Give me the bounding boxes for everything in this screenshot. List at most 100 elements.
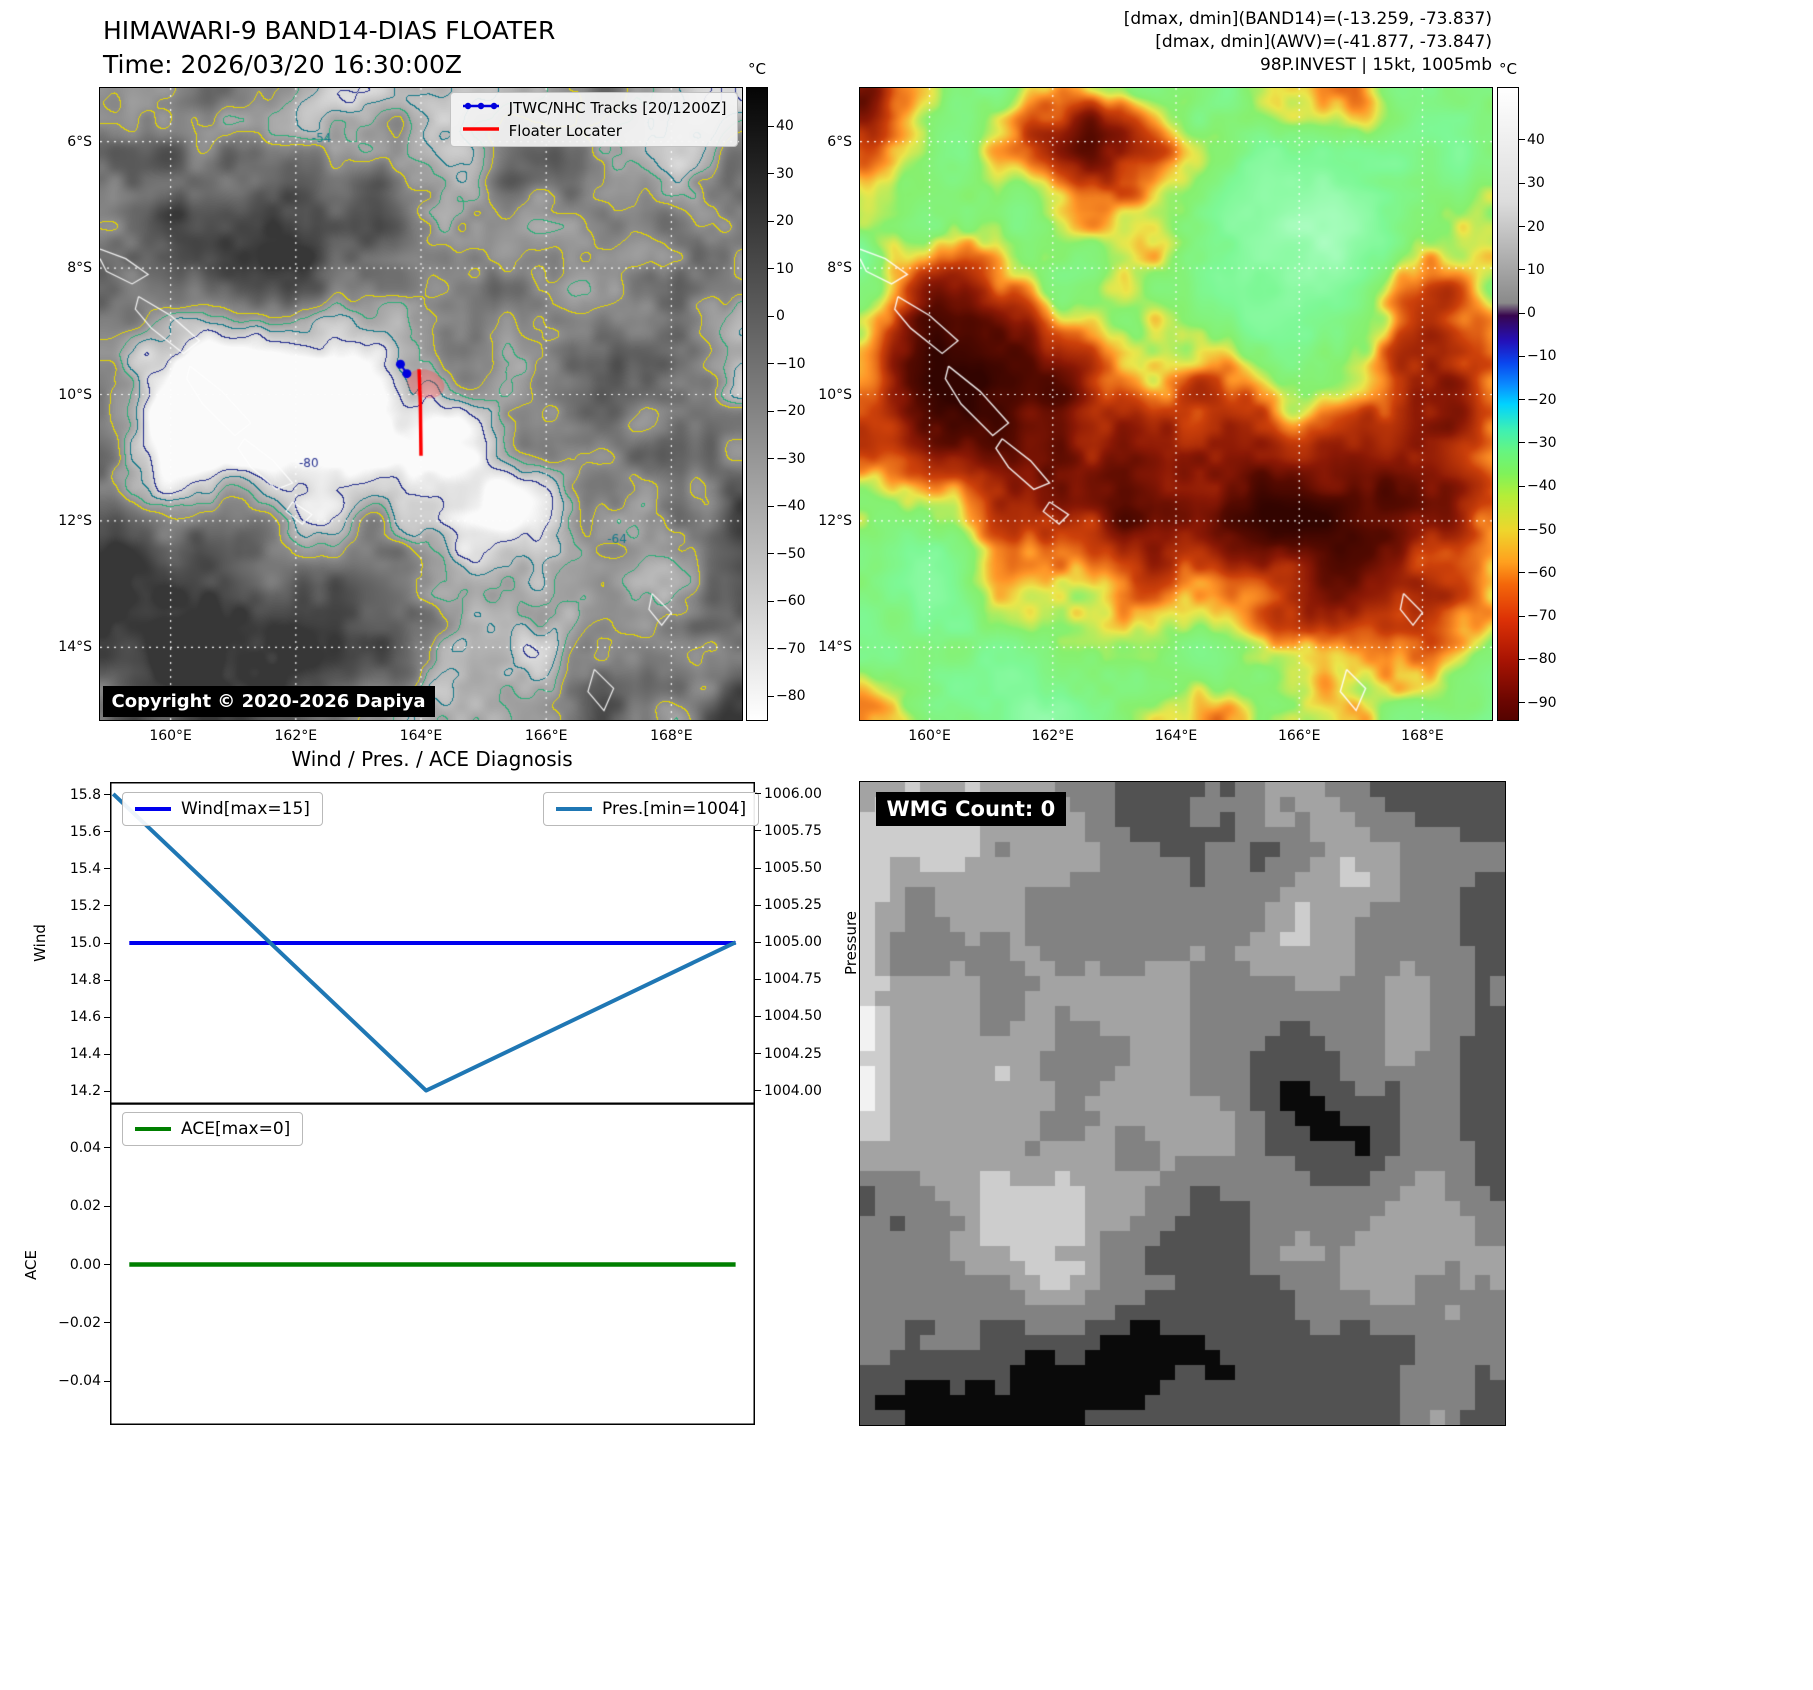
wind-axis-label: Wind <box>31 924 49 962</box>
tick-mark <box>755 941 761 943</box>
tick-mark <box>104 1380 110 1382</box>
tick-mark <box>755 978 761 980</box>
tick-mark <box>104 831 110 833</box>
ace-axis-label: ACE <box>22 1250 40 1280</box>
band14-colorbar-unit: °C <box>748 60 766 78</box>
band14-lon-tick-label: 160°E <box>149 728 192 744</box>
awv-colorbar-tick-label: −30 <box>1527 434 1557 451</box>
legend-marker-dot <box>464 102 471 109</box>
wmg-panel: WMG Count: 0 <box>858 780 1506 1426</box>
tick-mark <box>768 553 774 555</box>
band14-map-legend: JTWC/NHC Tracks [20/1200Z] Floater Locat… <box>449 91 738 147</box>
tick-mark <box>1519 615 1525 617</box>
tick-mark <box>755 904 761 906</box>
tick-mark <box>768 695 774 697</box>
pressure-tick-label: 1005.25 <box>764 897 822 914</box>
tick-mark <box>768 410 774 412</box>
awv-colorbar-unit: °C <box>1499 60 1517 78</box>
floater-legend-label: Floater Locater <box>508 121 622 140</box>
tick-mark <box>1519 226 1525 228</box>
tick-mark <box>768 125 774 127</box>
tick-mark <box>104 1090 110 1092</box>
tick-mark <box>104 1322 110 1324</box>
tick-mark <box>104 1016 110 1018</box>
awv-colorbar-tick-label: −50 <box>1527 521 1557 538</box>
band14-colorbar <box>746 87 768 721</box>
pressure-legend-label: Pres.[min=1004] <box>602 799 747 819</box>
storm-status-line: 98P.INVEST | 15kt, 1005mb <box>1259 55 1492 75</box>
band14-lat-tick-label: 14°S <box>58 639 92 656</box>
band14-lat-tick-label: 12°S <box>58 512 92 529</box>
tick-mark <box>768 363 774 365</box>
floater-line-sample <box>461 122 501 140</box>
band14-lon-tick-label: 162°E <box>274 728 318 744</box>
tick-mark <box>1519 658 1525 660</box>
pressure-axis-label: Pressure <box>842 910 860 976</box>
tick-mark <box>1519 529 1525 531</box>
tick-mark <box>1519 485 1525 487</box>
band14-colorbar-tick-label: −10 <box>776 355 806 372</box>
wind-tick-label: 14.2 <box>69 1083 101 1100</box>
tick-mark <box>1519 702 1525 704</box>
pressure-tick-label: 1005.00 <box>764 934 822 951</box>
band14-lon-tick-label: 168°E <box>650 728 693 744</box>
legend-marker-dot <box>477 102 484 109</box>
band14-colorbar-tick-label: 40 <box>776 118 794 134</box>
band14-colorbar-tick-label: 10 <box>776 260 794 277</box>
ace-tick-label: −0.02 <box>58 1314 101 1331</box>
band14-lat-tick-label: 8°S <box>67 260 92 277</box>
tick-mark <box>768 600 774 602</box>
tick-mark <box>1519 182 1525 184</box>
tick-mark <box>755 1053 761 1055</box>
awv-colorbar <box>1497 87 1519 721</box>
band14-colorbar-tick-label: −60 <box>776 593 806 610</box>
band14-satellite-image <box>99 87 742 720</box>
band14-colorbar-tick-label: −20 <box>776 403 806 420</box>
tick-mark <box>104 1147 110 1149</box>
tick-mark <box>1519 139 1525 141</box>
wind-tick-label: 14.6 <box>69 1009 101 1026</box>
band14-map-panel: JTWC/NHC Tracks [20/1200Z] Floater Locat… <box>98 86 743 721</box>
band14-lon-tick-label: 166°E <box>524 728 568 744</box>
awv-lon-tick-label: 162°E <box>1031 728 1075 744</box>
ace-tick-label: 0.00 <box>69 1256 101 1273</box>
awv-lat-tick-label: 8°S <box>827 260 852 277</box>
tick-mark <box>768 648 774 650</box>
legend-row-floater: Floater Locater <box>461 122 727 140</box>
tracks-legend-label: JTWC/NHC Tracks [20/1200Z] <box>508 98 727 117</box>
wind-tick-label: 15.6 <box>69 823 101 840</box>
awv-colorbar-tick-label: −60 <box>1527 564 1557 581</box>
awv-lat-tick-label: 12°S <box>818 512 852 529</box>
tick-mark <box>1519 355 1525 357</box>
pressure-tick-label: 1004.50 <box>764 1008 822 1025</box>
awv-satellite-image <box>859 87 1492 720</box>
copyright-label: Copyright © 2020-2026 Dapiya <box>102 685 435 717</box>
band14-colorbar-tick-label: −30 <box>776 450 806 467</box>
pressure-line-sample <box>556 807 592 811</box>
diagnosis-title: Wind / Pres. / ACE Diagnosis <box>291 747 573 771</box>
ace-legend-label: ACE[max=0] <box>181 1119 291 1139</box>
wind-line-sample <box>135 807 171 811</box>
pressure-tick-label: 1006.00 <box>764 785 822 802</box>
legend-line-sample-svg <box>462 126 499 131</box>
tick-mark <box>1519 269 1525 271</box>
awv-lat-tick-label: 6°S <box>827 133 852 150</box>
pressure-legend: Pres.[min=1004] <box>543 792 760 826</box>
awv-map-panel <box>858 86 1493 721</box>
band14-lat-tick-label: 6°S <box>67 133 92 150</box>
band14-colorbar-tick-label: −40 <box>776 498 806 515</box>
wind-tick-label: 15.2 <box>69 897 101 914</box>
tick-mark <box>768 173 774 175</box>
wind-pressure-ace-chart <box>110 782 755 1425</box>
wind-tick-label: 15.4 <box>69 860 101 877</box>
band14-colorbar-tick-label: −80 <box>776 688 806 705</box>
ace-legend: ACE[max=0] <box>122 1112 304 1146</box>
band14-title-block: HIMAWARI-9 BAND14-DIAS FLOATER Time: 202… <box>103 14 555 82</box>
awv-lon-tick-label: 164°E <box>1154 728 1198 744</box>
wind-tick-label: 14.8 <box>69 972 101 988</box>
awv-lat-tick-label: 10°S <box>818 386 852 403</box>
ace-line-sample <box>135 1127 171 1131</box>
band14-colorbar-tick-label: −70 <box>776 640 806 657</box>
band14-colorbar-tick-label: 30 <box>776 165 794 182</box>
